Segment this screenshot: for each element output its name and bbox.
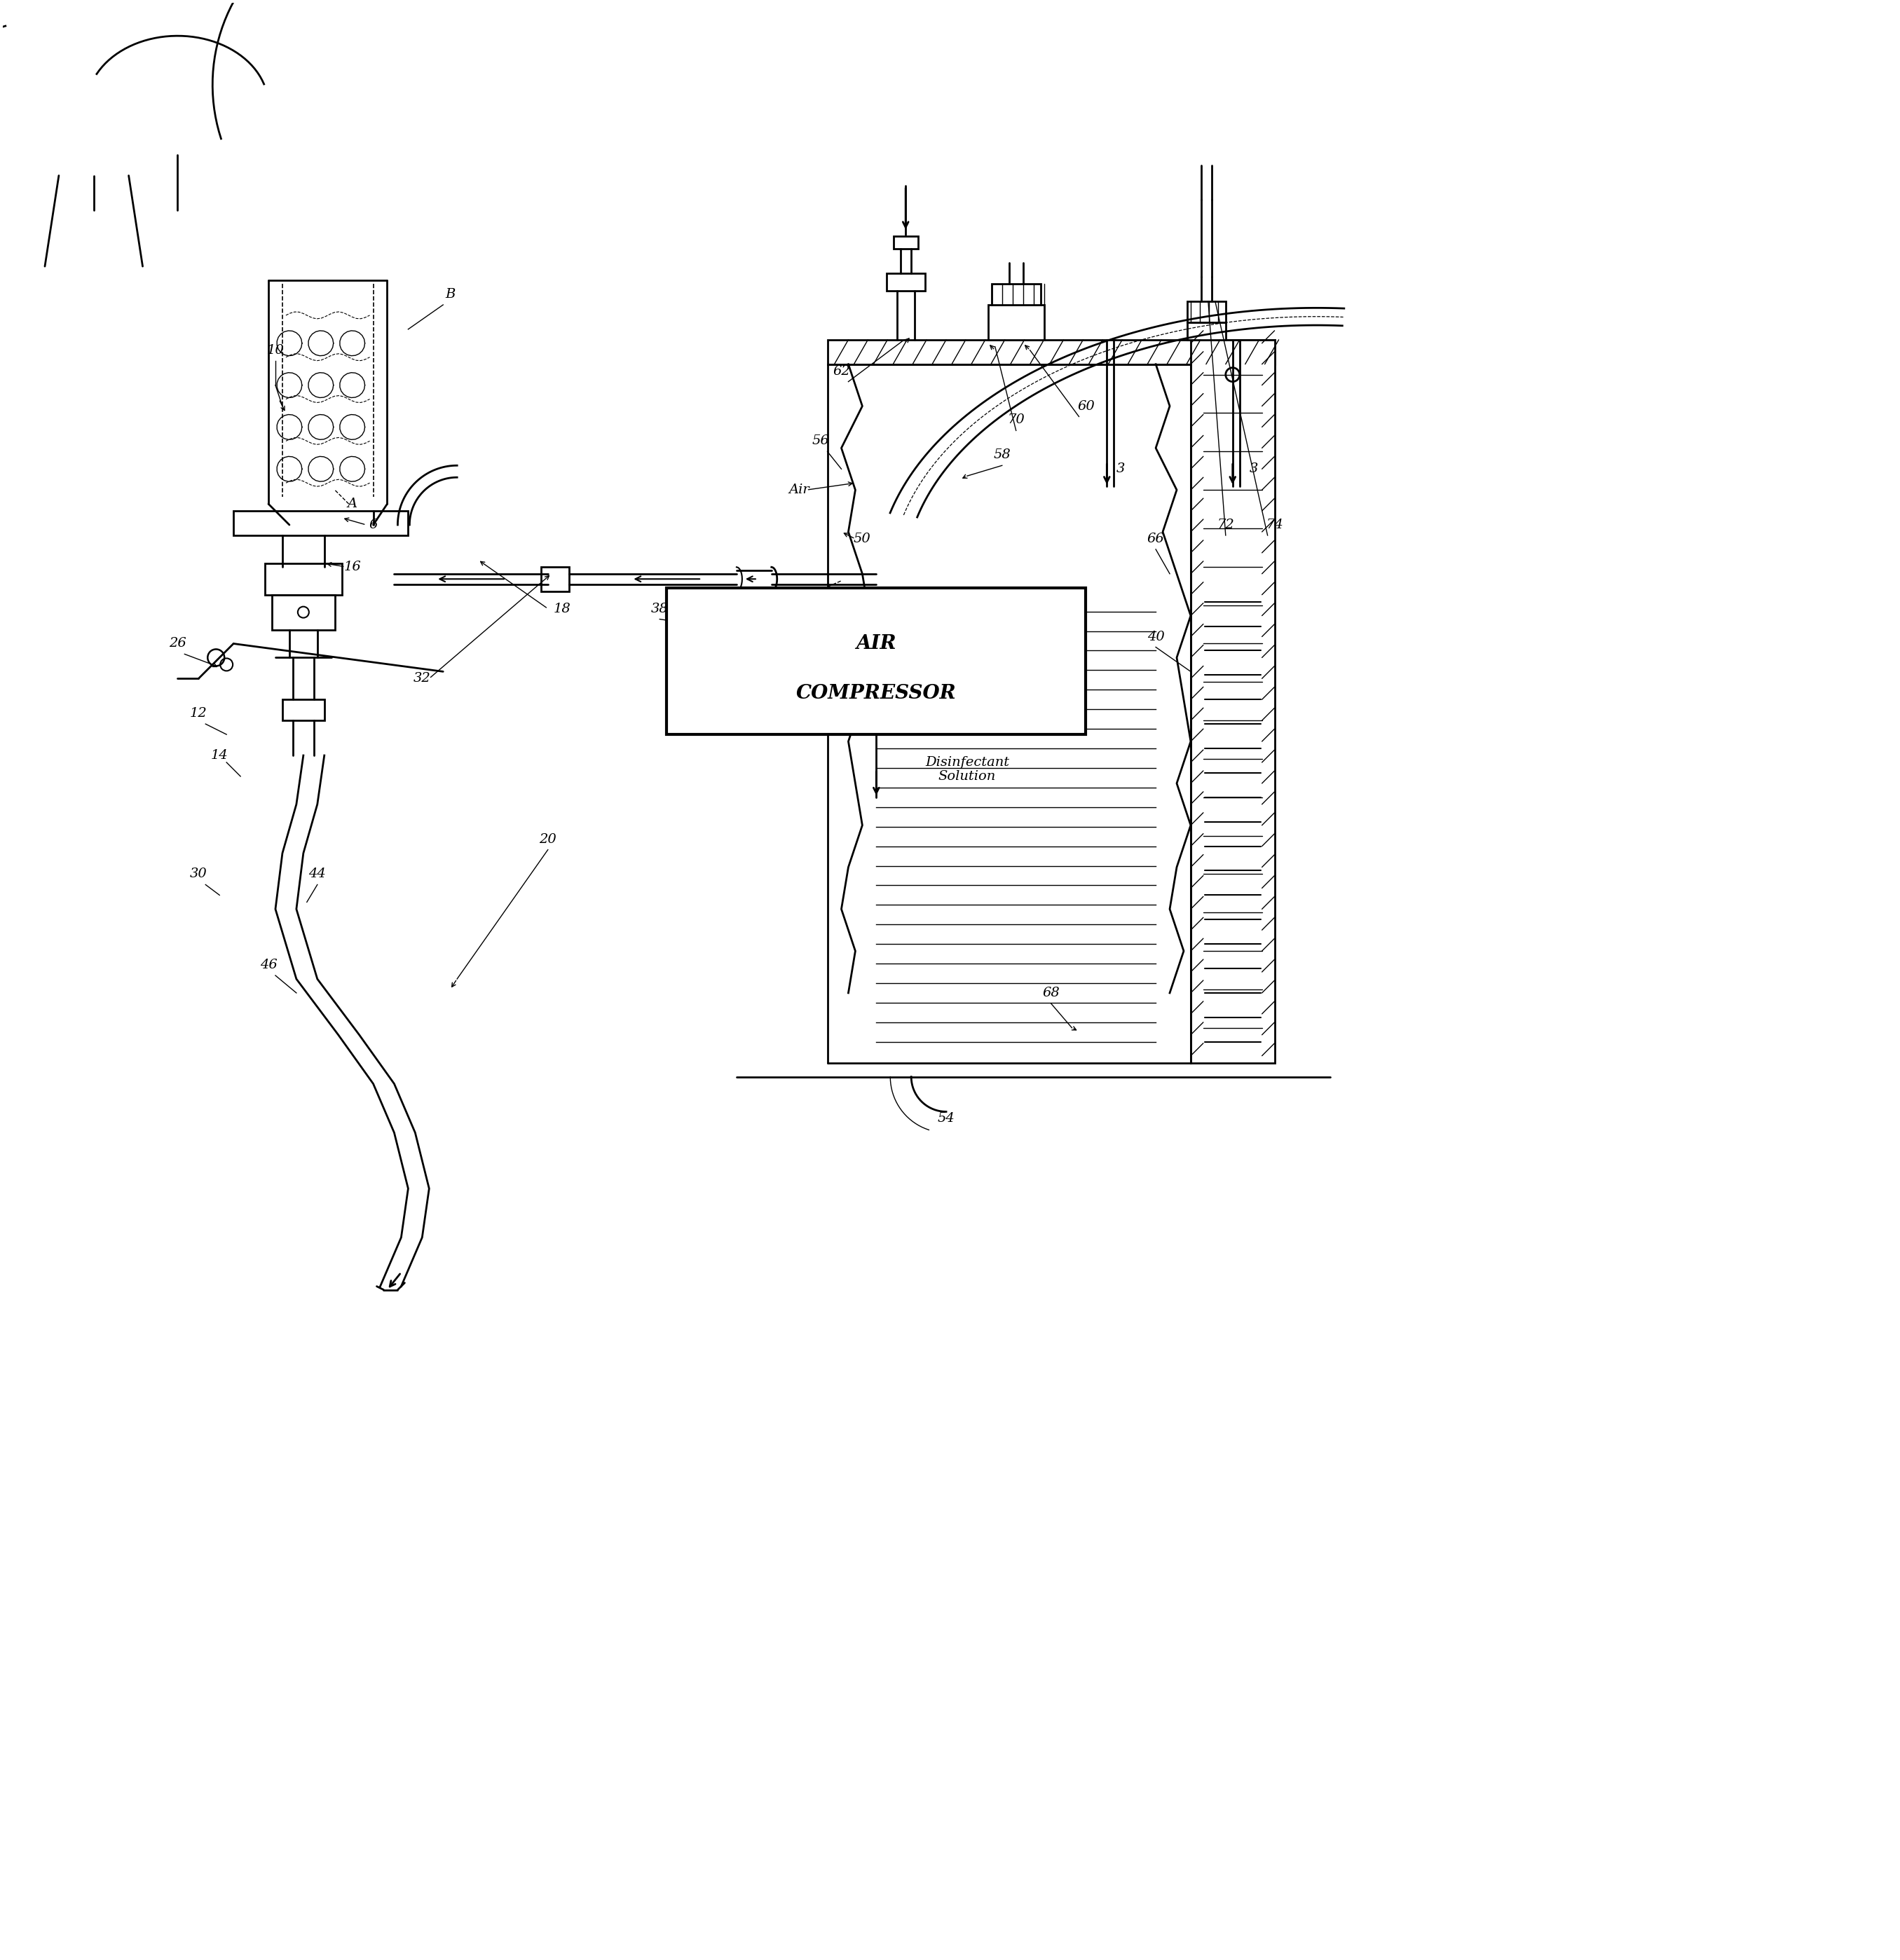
Text: 10: 10 [266, 343, 285, 357]
Text: A: A [348, 498, 357, 510]
Text: 14: 14 [211, 749, 228, 762]
Text: 58: 58 [994, 449, 1011, 461]
Text: 72: 72 [1218, 519, 1235, 531]
Text: 46: 46 [260, 958, 277, 972]
Bar [1191, 339, 1275, 1062]
Text: AIR: AIR [857, 633, 897, 653]
Text: 3: 3 [1248, 463, 1258, 474]
Text: 30: 30 [190, 868, 207, 880]
Text: 54: 54 [937, 1113, 956, 1125]
Bar [667, 588, 1087, 735]
Text: Disinfectant
Solution: Disinfectant Solution [925, 757, 1009, 782]
Bar [1188, 321, 1226, 339]
Text: 64: 64 [1028, 602, 1045, 615]
Text: 66: 66 [1148, 533, 1165, 545]
Text: 12: 12 [190, 708, 207, 719]
Text: 38: 38 [652, 602, 669, 615]
Text: Solution & Air: Solution & Air [756, 596, 857, 608]
Text: 26: 26 [169, 637, 186, 651]
Bar [264, 563, 342, 594]
Text: 60: 60 [1077, 400, 1094, 412]
Bar [283, 700, 325, 721]
Text: 6: 6 [369, 519, 378, 531]
Bar [541, 566, 568, 592]
Text: 68: 68 [1043, 986, 1060, 1000]
Bar [887, 272, 925, 290]
Text: 32: 32 [414, 672, 431, 684]
Text: 40: 40 [1148, 631, 1165, 643]
Text: Air: Air [788, 484, 809, 496]
Text: 50: 50 [853, 533, 870, 545]
Bar [272, 594, 334, 629]
Text: 16: 16 [344, 561, 361, 572]
Text: COMPRESSOR: COMPRESSOR [796, 684, 956, 704]
Text: 62: 62 [832, 365, 849, 378]
Bar [988, 306, 1043, 339]
Text: 44: 44 [308, 868, 327, 880]
Bar [234, 512, 408, 535]
Text: 52: 52 [832, 602, 849, 615]
Text: B: B [445, 288, 456, 300]
Text: 56: 56 [811, 435, 828, 447]
Text: 3: 3 [1117, 463, 1125, 474]
Text: 18: 18 [553, 602, 570, 615]
Text: 74: 74 [1265, 519, 1283, 531]
Bar [826, 339, 1275, 365]
Text: 20: 20 [540, 833, 557, 845]
Bar [992, 284, 1041, 306]
Bar [1188, 302, 1226, 321]
Bar [893, 237, 918, 249]
Text: 70: 70 [1007, 414, 1024, 427]
